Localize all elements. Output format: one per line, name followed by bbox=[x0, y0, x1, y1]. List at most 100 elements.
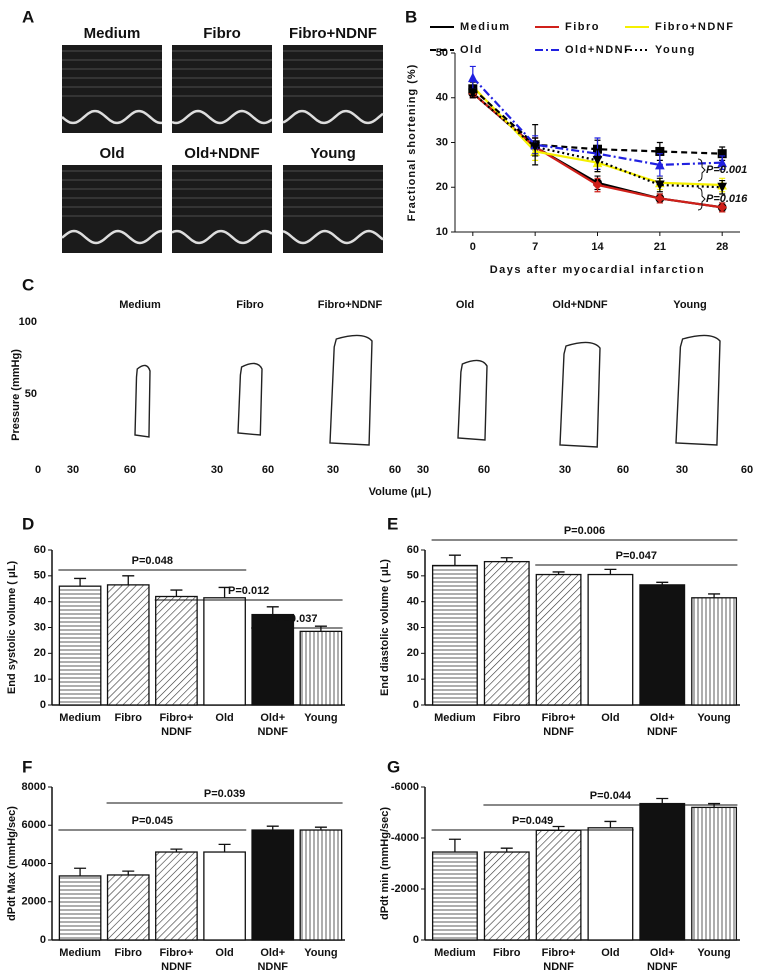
pv-label: Old bbox=[456, 299, 474, 311]
pv-x-tick-label: 0 bbox=[35, 464, 41, 476]
marker bbox=[592, 180, 603, 190]
echo-wall bbox=[61, 229, 163, 245]
error-bar bbox=[604, 820, 617, 828]
annotation: P=0.044 bbox=[590, 790, 632, 802]
x-tick-label: Fibro+ NDNF bbox=[159, 712, 193, 738]
bracket bbox=[697, 158, 706, 182]
bar bbox=[535, 573, 582, 706]
x-tick-label: Fibro bbox=[115, 712, 143, 724]
y-axis-label: End systolic volume ( μL) bbox=[6, 561, 18, 695]
pv-x-tick-label: 30 bbox=[559, 464, 571, 476]
pv-x-tick-label: 60 bbox=[741, 464, 753, 476]
bar bbox=[251, 829, 295, 941]
pv-x-tick-label: 60 bbox=[617, 464, 629, 476]
y-tick-label: 30 bbox=[34, 621, 46, 633]
bar bbox=[639, 802, 686, 941]
annotation: P=0.048 bbox=[132, 555, 173, 567]
y-tick-label: 8000 bbox=[22, 781, 46, 793]
pv-label: Medium bbox=[119, 299, 161, 311]
x-tick-label: 21 bbox=[654, 241, 666, 253]
pv-loop bbox=[237, 362, 263, 436]
x-tick-label: Old+ NDNF bbox=[257, 712, 288, 738]
pv-label: Old+NDNF bbox=[552, 299, 608, 311]
y-axis-label: dPdt Max (mmHg/sec) bbox=[6, 806, 18, 921]
pv-y-label: Pressure (mmHg) bbox=[10, 349, 22, 441]
x-tick-label: Fibro bbox=[493, 712, 521, 724]
pv-loop bbox=[457, 359, 488, 441]
y-tick-label: 40 bbox=[436, 92, 448, 104]
marker bbox=[655, 193, 665, 204]
echo-image bbox=[62, 45, 162, 133]
echo-wall bbox=[282, 229, 384, 245]
echo-wall bbox=[61, 109, 162, 125]
y-tick-label: 0 bbox=[413, 699, 419, 711]
x-tick-label: Fibro+ NDNF bbox=[542, 712, 576, 738]
error-bar bbox=[122, 575, 135, 585]
panel-letter: D bbox=[22, 514, 34, 533]
bar bbox=[535, 829, 582, 941]
x-tick-label: Fibro bbox=[115, 947, 143, 959]
y-tick-label: 10 bbox=[34, 673, 46, 685]
bar bbox=[639, 584, 686, 706]
bar bbox=[587, 827, 634, 941]
pv-x-tick-label: 30 bbox=[327, 464, 339, 476]
pv-y-tick-label: 100 bbox=[19, 316, 37, 328]
pv-loop bbox=[559, 341, 601, 448]
x-tick-label: Old+ NDNF bbox=[647, 947, 678, 973]
error-bar bbox=[74, 867, 87, 876]
bar bbox=[587, 573, 634, 706]
y-tick-label: 20 bbox=[436, 181, 448, 193]
echo-label: Medium bbox=[84, 25, 141, 42]
annotation: P=0.037 bbox=[276, 613, 317, 625]
y-tick-label: 40 bbox=[407, 596, 419, 608]
x-tick-label: Young bbox=[304, 947, 337, 959]
x-tick-label: 28 bbox=[716, 241, 728, 253]
bar bbox=[483, 851, 530, 941]
pv-label: Fibro bbox=[236, 299, 264, 311]
error-bar bbox=[74, 577, 87, 587]
marker bbox=[530, 142, 540, 153]
annotation: P=0.001 bbox=[706, 164, 747, 176]
legend-label: Fibro+NDNF bbox=[655, 21, 734, 33]
marker bbox=[717, 202, 727, 213]
panel-letter: A bbox=[22, 7, 34, 26]
error-bar bbox=[448, 838, 461, 853]
error-bar bbox=[314, 625, 327, 632]
echo-image bbox=[283, 165, 383, 253]
x-tick-label: Young bbox=[304, 712, 337, 724]
y-tick-label: 40 bbox=[34, 596, 46, 608]
annotation: P=0.039 bbox=[204, 788, 245, 800]
pv-x-tick-label: 30 bbox=[676, 464, 688, 476]
bar bbox=[483, 560, 530, 706]
marker bbox=[655, 159, 665, 170]
x-tick-label: Old+ NDNF bbox=[257, 947, 288, 973]
x-tick-label: Medium bbox=[59, 712, 101, 724]
x-tick-label: 14 bbox=[591, 241, 604, 253]
bar bbox=[203, 851, 246, 941]
pv-x-tick-label: 30 bbox=[67, 464, 79, 476]
panel-letter: E bbox=[387, 514, 398, 533]
x-tick-label: Medium bbox=[59, 947, 101, 959]
error-bar bbox=[218, 843, 231, 853]
marker bbox=[592, 155, 603, 166]
x-tick-label: Old+ NDNF bbox=[647, 712, 678, 738]
bar bbox=[106, 874, 150, 941]
echo-wall bbox=[171, 229, 273, 245]
y-tick-label: 30 bbox=[436, 136, 448, 148]
marker bbox=[655, 180, 665, 191]
legend-label: Young bbox=[655, 44, 696, 56]
y-tick-label: -4000 bbox=[391, 832, 419, 844]
echo-label: Old bbox=[100, 145, 125, 162]
echo-label: Fibro+NDNF bbox=[289, 25, 377, 42]
x-tick-label: 7 bbox=[532, 241, 538, 253]
x-tick-label: Old bbox=[601, 947, 619, 959]
error-bar bbox=[218, 586, 231, 598]
error-bar bbox=[604, 568, 617, 575]
x-tick-label: Old bbox=[601, 712, 619, 724]
bar bbox=[431, 851, 478, 941]
pv-loop bbox=[675, 334, 721, 446]
x-tick-label: 0 bbox=[470, 241, 476, 253]
y-axis-label: End diastolic volume ( μL) bbox=[379, 559, 391, 696]
pv-x-label: Volume (μL) bbox=[369, 486, 432, 498]
